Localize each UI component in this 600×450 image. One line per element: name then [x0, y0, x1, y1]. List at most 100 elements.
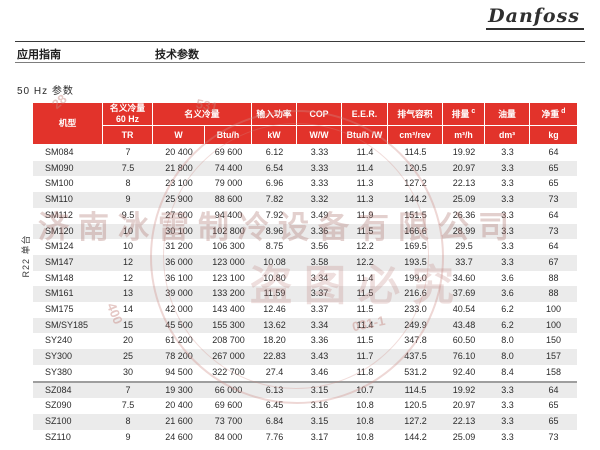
displacement-footnote: c [471, 108, 476, 116]
value-cell: 8.75 [265, 241, 284, 252]
group-separator-line [33, 380, 578, 383]
value-cell: 64 [548, 241, 559, 252]
value-cell: 3.3 [501, 147, 514, 157]
model-cell: SM148 [45, 272, 74, 283]
col-header-swept-volume: 排气容积 [388, 103, 444, 126]
table-row: SM124 10 31 200 106 300 8.75 3.56 12.2 169.5 29.… [33, 239, 577, 255]
table-row: SZ090 7.5 20 400 69 600 6.45 3.16 10.8 120.5 20.… [33, 398, 577, 414]
model-cell: SY300 [33, 349, 103, 365]
value-cell: 33.7 [443, 254, 486, 271]
model-cell: SY240 [45, 335, 73, 346]
value-cell: 6.12 [265, 147, 284, 157]
value-cell: 10 [103, 223, 153, 240]
value-cell: 7 [103, 382, 153, 399]
unit-ww: W/W [297, 126, 343, 145]
value-cell: 3.34 [297, 317, 343, 334]
unit-m3h: m³/h [443, 126, 486, 145]
value-cell: 34.60 [452, 272, 476, 283]
value-cell: 69 600 [214, 147, 243, 157]
value-cell: 8.0 [501, 335, 514, 346]
value-cell: 3.3 [501, 241, 514, 252]
value-cell: 43.48 [443, 317, 486, 334]
value-cell: 10.8 [356, 431, 374, 442]
value-cell: 3.3 [501, 209, 514, 220]
value-cell: 92.40 [452, 366, 476, 377]
col-header-oil: 油量 [485, 103, 531, 126]
model-cell: SM161 [33, 286, 103, 303]
value-cell: 7.5 [103, 160, 153, 177]
value-cell: 166.6 [388, 223, 444, 240]
value-cell: 73 700 [205, 413, 253, 430]
value-cell: 3.3 [501, 400, 514, 411]
value-cell: 25 900 [153, 192, 205, 208]
unit-w: W [153, 126, 205, 145]
value-cell: 10.8 [342, 413, 389, 430]
nav-application-guide: 应用指南 [17, 49, 61, 61]
value-cell: 11.5 [342, 286, 389, 303]
value-cell: 3.49 [310, 209, 329, 220]
value-cell: 3.37 [310, 304, 329, 315]
value-cell: 88 [548, 272, 559, 283]
value-cell: 27 600 [165, 209, 193, 220]
value-cell: 347.8 [404, 335, 427, 346]
value-cell: 19.92 [443, 382, 486, 399]
value-cell: 11.5 [356, 335, 374, 346]
value-cell: 6.2 [485, 317, 531, 334]
table-row: SY300 25 78 200 267 000 22.83 3.43 11.7 437.5 76… [33, 349, 578, 365]
value-cell: 114.5 [404, 147, 427, 157]
value-cell: 3.37 [297, 286, 343, 303]
value-cell: 20.97 [443, 160, 486, 177]
value-cell: 10.7 [342, 382, 389, 399]
value-cell: 39 000 [153, 286, 205, 303]
value-cell: 64 [548, 147, 559, 157]
model-cell: SZ090 [45, 400, 72, 411]
table-row: SZ084 7 19 300 66 000 6.13 3.15 10.7 114.5 19.92… [33, 382, 578, 399]
value-cell: 322 700 [212, 366, 245, 377]
value-cell: 67 [530, 254, 578, 271]
value-cell: 3.36 [297, 223, 343, 240]
value-cell: 3.33 [310, 178, 329, 189]
value-cell: 76.10 [443, 349, 486, 365]
value-cell: 3.32 [297, 192, 343, 208]
value-cell: 12.2 [342, 254, 389, 271]
group-label-r22: R22 单台 [21, 234, 31, 278]
value-cell: 3.6 [485, 286, 531, 303]
value-cell: 6.96 [265, 178, 284, 189]
value-cell: 7.76 [265, 431, 284, 442]
value-cell: 3.36 [310, 335, 329, 346]
col-header-capacity-60hz: 名义冷量 60 Hz [103, 103, 153, 126]
value-cell: 20 [122, 335, 133, 346]
table-row: SY380 30 94 500 322 700 27.4 3.46 11.8 531.2 92.… [33, 365, 577, 381]
value-cell: 3.3 [485, 413, 531, 430]
value-cell: 9 [103, 192, 153, 208]
value-cell: 3.16 [310, 400, 329, 411]
value-cell: 11.4 [356, 272, 374, 283]
value-cell: 169.5 [404, 241, 427, 252]
table-row: SM112 9.5 27 600 94 400 7.92 3.49 11.9 151.5 26.… [33, 208, 577, 224]
value-cell: 74 400 [205, 160, 253, 177]
value-cell: 65 [548, 400, 559, 411]
value-cell: 11.3 [356, 178, 374, 189]
value-cell: 127.2 [404, 178, 427, 189]
value-cell: 30 [122, 366, 133, 377]
value-cell: 94 400 [214, 209, 243, 220]
value-cell: 123 100 [212, 272, 245, 283]
model-cell: SM175 [45, 304, 74, 315]
model-cell: SZ084 [33, 382, 103, 399]
value-cell: 22.13 [443, 413, 486, 430]
group-separator [33, 380, 578, 383]
value-cell: 3.3 [501, 431, 514, 442]
value-cell: 3.46 [310, 366, 329, 377]
value-cell: 106 300 [212, 241, 245, 252]
value-cell: 64 [530, 382, 578, 399]
value-cell: 3.15 [297, 413, 343, 430]
value-cell: 144.2 [404, 431, 427, 442]
value-cell: 155 300 [205, 317, 253, 334]
unit-btuhw: Btu/h /W [342, 126, 389, 145]
value-cell: 11.7 [342, 349, 389, 365]
value-cell: 3.3 [485, 254, 531, 271]
value-cell: 14 [122, 304, 133, 315]
value-cell: 11.5 [356, 304, 374, 315]
value-cell: 37.69 [443, 286, 486, 303]
value-cell: 3.6 [501, 272, 514, 283]
